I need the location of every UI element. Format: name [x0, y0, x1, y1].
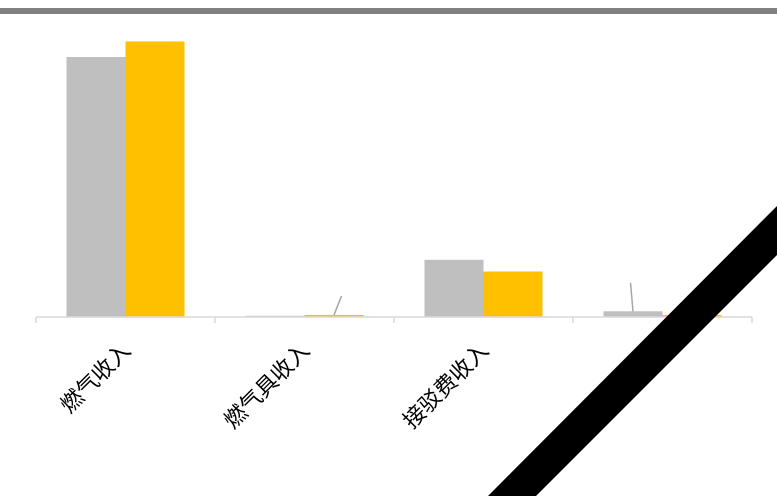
- leader-lines-group: [333, 282, 634, 316]
- bar-series1-cat3: [424, 259, 484, 317]
- x-axis-ticks: [35, 317, 753, 323]
- x-axis-labels: 燃气收入 燃气具收入 接驳费收入: [56, 339, 494, 434]
- top-rule: [0, 8, 777, 14]
- tick-label-connection-fee-revenue: 接驳费收入: [399, 339, 494, 434]
- bar-series1-cat1: [66, 57, 126, 317]
- leader-line-1: [333, 295, 343, 316]
- leader-line-2: [629, 282, 634, 312]
- bars-group: [66, 41, 722, 318]
- bar-series2-cat1: [125, 41, 185, 318]
- diagonal-band-overlay: [488, 206, 777, 496]
- bar-series2-cat2: [304, 314, 364, 317]
- bar-series1-cat4: [603, 311, 663, 317]
- bar-series2-cat3: [483, 271, 543, 317]
- tick-label-gas-revenue: 燃气收入: [56, 339, 136, 419]
- tick-label-gas-appliance-revenue: 燃气具收入: [220, 339, 315, 434]
